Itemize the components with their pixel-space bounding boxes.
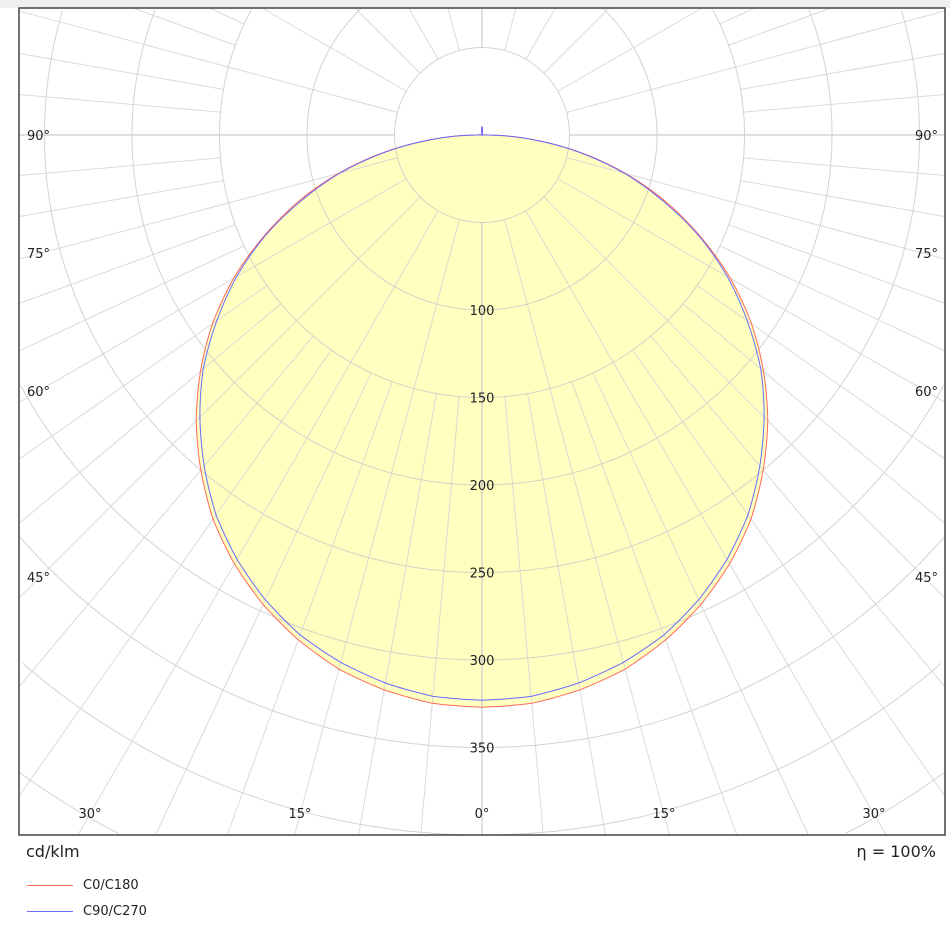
polar-chart: 100 150 200 250 300 350 90° 90° 75° 75° 60° 60° 45° 4… <box>18 7 946 836</box>
grid-ray-310 <box>18 303 282 524</box>
angle-label-bottom-3: 15° <box>652 807 675 822</box>
grid-ray-80 <box>740 180 946 218</box>
grid-ray-20 <box>571 381 738 836</box>
grid-ray-50 <box>682 303 946 524</box>
grid-ray-15 <box>504 219 671 836</box>
series-curve-c90-c270 <box>199 126 765 701</box>
legend-label-c0: C0/C180 <box>83 878 139 893</box>
efficiency-label: η = 100% <box>856 842 936 861</box>
grid-ray-250 <box>132 7 236 46</box>
grid-ray-45 <box>543 196 946 599</box>
grid-ray-340 <box>226 381 393 836</box>
grid-ray-195 <box>447 7 460 51</box>
grid-ray-305 <box>18 285 268 460</box>
grid-ray-300 <box>18 178 407 403</box>
grid-ray-315 <box>18 196 421 599</box>
radial-tick-label-250: 250 <box>470 567 495 582</box>
angle-label-right-3: 45° <box>915 571 938 586</box>
grid-ray-260 <box>18 52 224 90</box>
angle-label-right-0: 90° <box>915 129 938 144</box>
grid-ray-210 <box>408 7 439 60</box>
grid-ray-285 <box>18 157 398 260</box>
grid-ray-70 <box>728 224 946 304</box>
angle-label-bottom-1: 15° <box>288 807 311 822</box>
legend-item-c90: C90/C270 <box>27 904 147 919</box>
series-curve-c0-c180 <box>195 126 769 708</box>
grid-ring-350 <box>19 536 945 748</box>
radial-tick-label-200: 200 <box>470 479 495 494</box>
grid-ray-330 <box>77 210 439 836</box>
grid-ray-320 <box>18 335 314 688</box>
grid-ray-350 <box>358 393 437 836</box>
angle-label-bottom-2: 0° <box>475 807 490 822</box>
angle-label-right-1: 75° <box>915 247 938 262</box>
grid-ring-200 <box>131 9 833 486</box>
radial-tick-label-150: 150 <box>470 392 495 407</box>
grid-ray-40 <box>650 335 946 688</box>
grid-ring-300 <box>20 385 944 661</box>
grid-ring-150 <box>219 9 745 398</box>
grid-ray-105 <box>566 10 946 113</box>
grid-ray-135 <box>543 7 610 74</box>
grid-ray-95 <box>743 93 946 113</box>
grid-ray-30 <box>525 210 887 836</box>
legend-swatch-c0 <box>27 885 73 886</box>
grid-ray-245 <box>209 7 245 25</box>
grid-ray-325 <box>18 349 332 797</box>
grid-ray-110 <box>728 7 832 46</box>
grid-ray-335 <box>155 372 372 836</box>
plot-area <box>18 7 946 836</box>
grid-ray-290 <box>18 224 236 304</box>
grid-ray-295 <box>18 245 245 352</box>
grid-ray-100 <box>740 52 946 90</box>
grid-ray-10 <box>527 393 606 836</box>
grid-ring-100 <box>306 7 658 311</box>
grid-ray-25 <box>592 372 809 836</box>
grid-ray-280 <box>18 180 224 218</box>
grid-ray-120 <box>557 7 703 92</box>
angle-label-bottom-0: 30° <box>78 807 101 822</box>
angle-label-right-2: 60° <box>915 385 938 400</box>
radial-tick-label-350: 350 <box>470 742 495 757</box>
plot-frame <box>18 7 946 836</box>
legend-label-c90: C90/C270 <box>83 904 147 919</box>
angle-label-left-0: 90° <box>27 129 50 144</box>
legend-item-c0: C0/C180 <box>27 878 139 893</box>
grid-ring-250 <box>44 10 920 573</box>
angle-label-left-3: 45° <box>27 571 50 586</box>
radial-tick-label-300: 300 <box>470 654 495 669</box>
grid-ray-60 <box>557 178 946 403</box>
grid-ray-65 <box>719 245 946 352</box>
unit-label: cd/klm <box>26 842 80 861</box>
grid-ray-345 <box>293 219 460 836</box>
grid-ray-265 <box>18 93 221 113</box>
grid-ray-355 <box>420 396 460 836</box>
angle-label-bottom-4: 30° <box>862 807 885 822</box>
top-bar <box>0 0 950 8</box>
grid-ray-85 <box>743 157 946 177</box>
angle-label-left-2: 60° <box>27 385 50 400</box>
legend-swatch-c90 <box>27 911 73 912</box>
grid-ray-275 <box>18 157 221 177</box>
grid-ray-240 <box>261 7 407 92</box>
grid-ray-225 <box>354 7 421 74</box>
grid-ray-75 <box>566 157 946 260</box>
radial-tick-label-100: 100 <box>470 304 495 319</box>
grid-ring-450 <box>18 771 946 834</box>
grid-ray-150 <box>525 7 556 60</box>
grid-ray-115 <box>719 7 755 25</box>
grid-ring-400 <box>22 662 942 836</box>
grid-ray-55 <box>696 285 946 460</box>
angle-label-left-1: 75° <box>27 247 50 262</box>
grid-ray-5 <box>504 396 544 836</box>
grid-ray-255 <box>18 10 398 113</box>
grid-ray-35 <box>632 349 946 797</box>
grid-ray-165 <box>504 7 517 51</box>
